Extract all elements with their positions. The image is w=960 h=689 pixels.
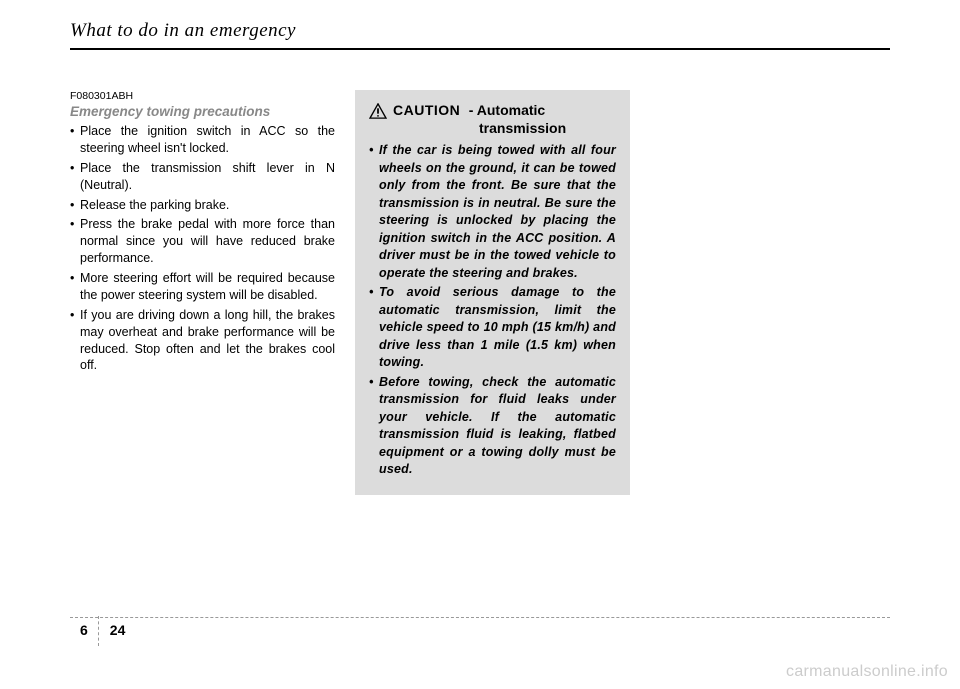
list-item: If the car is being towed with all four … bbox=[369, 142, 616, 282]
column-right: CAUTION - Automatic transmission If the … bbox=[355, 90, 620, 495]
list-item: More steering effort will be required be… bbox=[70, 270, 335, 304]
caution-header: CAUTION - Automatic transmission bbox=[369, 102, 616, 136]
caution-subtitle: - Automatic bbox=[469, 102, 545, 118]
page-number: 24 bbox=[96, 622, 126, 638]
content-columns: F080301ABH Emergency towing precautions … bbox=[70, 90, 890, 495]
watermark: carmanualsonline.info bbox=[786, 663, 948, 681]
precautions-list: Place the ignition switch in ACC so the … bbox=[70, 123, 335, 374]
page-divider bbox=[98, 616, 100, 646]
list-item: Before towing, check the automatic trans… bbox=[369, 374, 616, 479]
reference-code: F080301ABH bbox=[70, 90, 335, 102]
list-item: Release the parking brake. bbox=[70, 197, 335, 214]
caution-list: If the car is being towed with all four … bbox=[369, 142, 616, 479]
list-item: If you are driving down a long hill, the… bbox=[70, 307, 335, 375]
caution-subtitle-line2: transmission bbox=[479, 120, 566, 136]
caution-box: CAUTION - Automatic transmission If the … bbox=[355, 90, 630, 495]
list-item: Place the transmission shift lever in N … bbox=[70, 160, 335, 194]
list-item: Press the brake pedal with more force th… bbox=[70, 216, 335, 267]
list-item: To avoid serious damage to the automatic… bbox=[369, 284, 616, 372]
caution-icon bbox=[369, 103, 387, 119]
list-item: Place the ignition switch in ACC so the … bbox=[70, 123, 335, 157]
subheading: Emergency towing precautions bbox=[70, 104, 335, 119]
section-header: What to do in an emergency bbox=[70, 20, 890, 50]
chapter-number: 6 bbox=[80, 622, 96, 638]
page-footer: 6 24 bbox=[70, 617, 890, 638]
column-left: F080301ABH Emergency towing precautions … bbox=[70, 90, 335, 495]
caution-title: CAUTION bbox=[393, 102, 460, 118]
page-number-group: 6 24 bbox=[80, 622, 890, 638]
